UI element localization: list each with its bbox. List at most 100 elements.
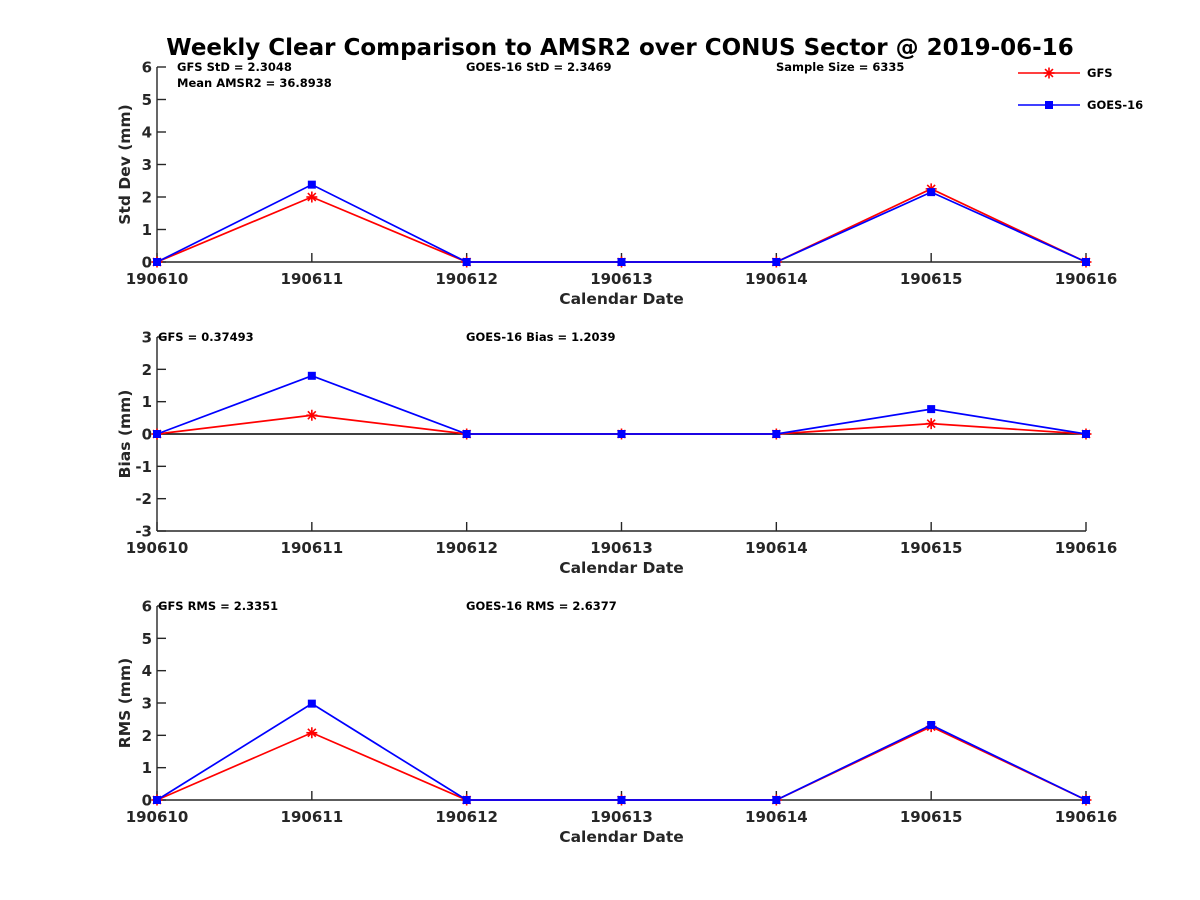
annotation-middle: GOES-16 RMS = 2.6377 bbox=[466, 599, 617, 613]
panels: 0 1 2 3 4 5 6 190610 190611 190612 190613 190614 190… bbox=[116, 59, 1117, 847]
x-tick-label: 190612 bbox=[435, 270, 498, 288]
y-axis-label: Std Dev (mm) bbox=[116, 104, 134, 224]
data-point-goes-16-190610-shape bbox=[153, 430, 161, 438]
data-point-goes-16-190613 bbox=[617, 258, 626, 266]
data-point-gfs-190611 bbox=[306, 409, 318, 421]
data-point-gfs-190611-stroke-3 bbox=[307, 192, 317, 202]
annotation-right: Sample Size = 6335 bbox=[776, 60, 904, 74]
data-point-gfs-190611-stroke-3 bbox=[307, 728, 317, 738]
x-tick-label: 190610 bbox=[126, 808, 189, 826]
panel-2: -3 -2 -1 0 1 2 3 190610 190611 190612 190613 190614… bbox=[116, 329, 1117, 578]
y-axis-label: RMS (mm) bbox=[116, 658, 134, 748]
x-tick-label: 190615 bbox=[900, 539, 963, 557]
y-tick-label: 4 bbox=[142, 662, 152, 680]
legend-label-gfs: GFS bbox=[1087, 66, 1113, 80]
data-point-goes-16-190616-shape bbox=[1082, 258, 1090, 266]
legend-marker-goes16-glyph-shape bbox=[1045, 101, 1053, 109]
y-tick-label: 1 bbox=[142, 221, 152, 239]
data-point-goes-16-190615-shape bbox=[927, 188, 936, 197]
annotation-middle: GOES-16 Bias = 1.2039 bbox=[466, 330, 615, 344]
y-tick-label: 5 bbox=[142, 91, 152, 109]
data-point-goes-16-190612-shape bbox=[462, 430, 471, 438]
chart-title: Weekly Clear Comparison to AMSR2 over CO… bbox=[166, 35, 1073, 61]
annotation-left-2: Mean AMSR2 = 36.8938 bbox=[177, 76, 332, 90]
panel-1: 0 1 2 3 4 5 6 190610 190611 190612 190613 190614 190… bbox=[116, 59, 1117, 309]
x-tick-label: 190611 bbox=[281, 539, 344, 557]
data-point-goes-16-190611 bbox=[307, 371, 316, 380]
data-point-gfs-190615-stroke-3 bbox=[926, 419, 936, 429]
data-point-goes-16-190611-shape bbox=[307, 371, 316, 380]
data-point-goes-16-190611 bbox=[307, 699, 316, 708]
x-axis-label: Calendar Date bbox=[559, 290, 684, 308]
x-tick-label: 190616 bbox=[1055, 539, 1118, 557]
annotation-middle: GOES-16 StD = 2.3469 bbox=[466, 60, 611, 74]
y-tick-label: 6 bbox=[142, 59, 152, 77]
data-point-goes-16-190610-shape bbox=[153, 258, 161, 266]
data-point-goes-16-190610 bbox=[153, 430, 161, 438]
data-point-goes-16-190613 bbox=[617, 430, 626, 438]
x-tick-label: 190614 bbox=[745, 808, 808, 826]
y-tick-label: 1 bbox=[142, 393, 152, 411]
series-goes-16 bbox=[153, 699, 1090, 804]
data-point-goes-16-190611-shape bbox=[307, 180, 316, 189]
y-tick-label: 0 bbox=[142, 792, 152, 810]
data-point-gfs-190611-stroke-3 bbox=[307, 410, 317, 420]
x-tick-label: 190614 bbox=[745, 270, 808, 288]
data-point-goes-16-190610 bbox=[153, 796, 161, 804]
annotation-left: GFS StD = 2.3048 bbox=[177, 60, 292, 74]
data-point-goes-16-190612 bbox=[462, 430, 471, 438]
x-axis-label: Calendar Date bbox=[559, 559, 684, 577]
data-point-goes-16-190610 bbox=[153, 258, 161, 266]
data-point-goes-16-190615-shape bbox=[927, 720, 936, 729]
x-tick-label: 190611 bbox=[281, 270, 344, 288]
data-point-goes-16-190614 bbox=[772, 796, 781, 804]
legend-marker-goes16-glyph bbox=[1045, 101, 1053, 109]
data-point-goes-16-190615 bbox=[927, 188, 936, 197]
data-point-goes-16-190614-shape bbox=[772, 430, 781, 438]
data-point-goes-16-190611-shape bbox=[307, 699, 316, 708]
legend-marker-goes16 bbox=[1045, 101, 1053, 109]
data-point-goes-16-190610-shape bbox=[153, 796, 161, 804]
y-tick-label: -2 bbox=[135, 490, 152, 508]
legend-marker-gfs bbox=[1043, 67, 1055, 79]
x-tick-label: 190610 bbox=[126, 539, 189, 557]
x-axis-label: Calendar Date bbox=[559, 828, 684, 846]
data-point-goes-16-190616 bbox=[1082, 796, 1090, 804]
y-tick-label: 0 bbox=[142, 426, 152, 444]
data-point-gfs-190615 bbox=[925, 418, 937, 430]
data-point-goes-16-190616 bbox=[1082, 430, 1090, 438]
y-tick-label: 3 bbox=[142, 329, 152, 347]
y-tick-label: 3 bbox=[142, 156, 152, 174]
data-point-gfs-190611 bbox=[306, 191, 318, 203]
y-tick-label: 5 bbox=[142, 630, 152, 648]
legend-marker-gfs-glyph-stroke-3 bbox=[1044, 68, 1054, 78]
y-tick-label: 1 bbox=[142, 759, 152, 777]
x-tick-label: 190610 bbox=[126, 270, 189, 288]
legend-label-goes16: GOES-16 bbox=[1087, 98, 1143, 112]
data-point-goes-16-190616-shape bbox=[1082, 430, 1090, 438]
x-tick-label: 190613 bbox=[590, 270, 653, 288]
x-tick-label: 190613 bbox=[590, 539, 653, 557]
x-tick-label: 190611 bbox=[281, 808, 344, 826]
data-point-goes-16-190613 bbox=[617, 796, 626, 804]
data-point-gfs-190611 bbox=[306, 727, 318, 739]
legend: GFS GOES-16 bbox=[1018, 66, 1143, 112]
data-point-goes-16-190614-shape bbox=[772, 796, 781, 804]
x-tick-label: 190616 bbox=[1055, 808, 1118, 826]
panel-3: 0 1 2 3 4 5 6 190610 190611 190612 190613 190614 190… bbox=[116, 598, 1117, 847]
y-tick-label: 3 bbox=[142, 695, 152, 713]
data-point-goes-16-190614 bbox=[772, 430, 781, 438]
data-point-goes-16-190613-shape bbox=[617, 258, 626, 266]
y-tick-label: -1 bbox=[135, 458, 152, 476]
data-point-goes-16-190613-shape bbox=[617, 430, 626, 438]
x-tick-label: 190616 bbox=[1055, 270, 1118, 288]
data-point-goes-16-190613-shape bbox=[617, 796, 626, 804]
y-tick-label: -3 bbox=[135, 523, 152, 541]
data-point-goes-16-190616 bbox=[1082, 258, 1090, 266]
data-point-goes-16-190614-shape bbox=[772, 258, 781, 266]
y-tick-label: 2 bbox=[142, 727, 152, 745]
x-tick-label: 190614 bbox=[745, 539, 808, 557]
x-tick-label: 190612 bbox=[435, 808, 498, 826]
legend-marker-gfs-glyph bbox=[1043, 67, 1055, 79]
